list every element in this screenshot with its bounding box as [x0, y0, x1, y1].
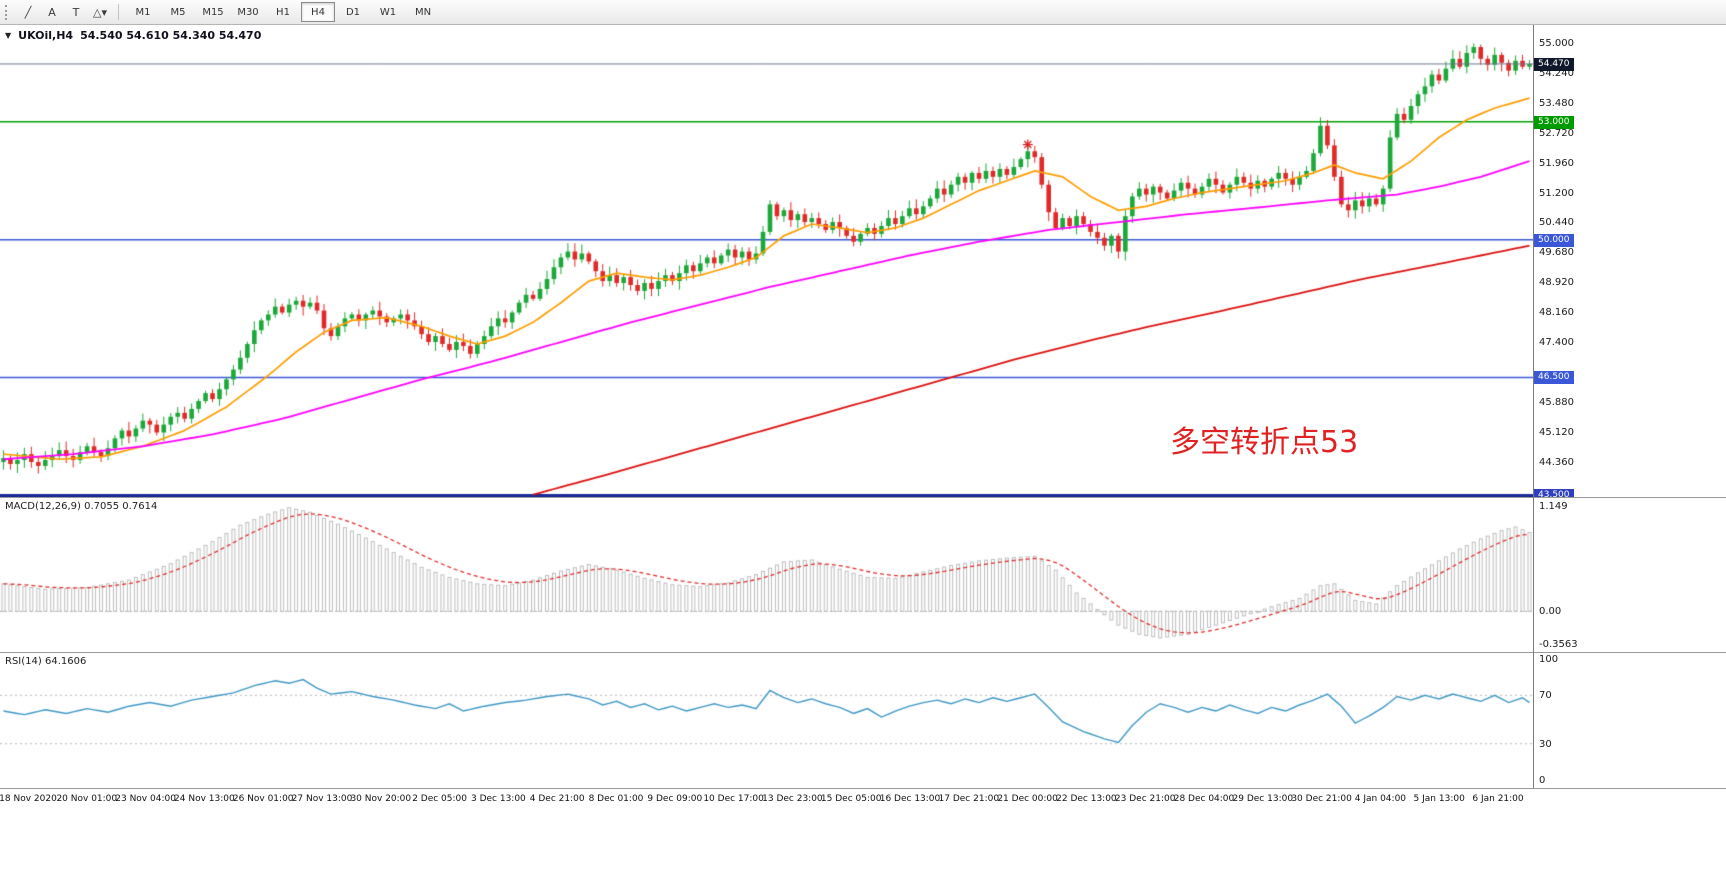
time-axis-label: 17 Dec 21:00	[938, 794, 1000, 804]
time-axis-label: 23 Nov 04:00	[115, 794, 176, 804]
price-axis-label: 53.480	[1539, 97, 1574, 109]
timeframe-buttons-group: M1 M5 M15 M30 H1 H4 D1 W1 MN	[126, 2, 440, 22]
price-level-tag: 53.000	[1534, 115, 1574, 129]
price-axis-label: 50.440	[1539, 217, 1574, 229]
macd-name: MACD(12,26,9)	[5, 501, 81, 512]
time-scale[interactable]: 18 Nov 2020 20 Nov 01:00 23 Nov 04:00 24 No…	[0, 789, 1726, 810]
price-axis-label: 44.360	[1539, 456, 1574, 468]
macd-axis-label: 0.00	[1539, 606, 1562, 618]
time-axis-label: 23 Dec 21:00	[1114, 794, 1176, 804]
chart-toolbar: ╱ A T △▾ M1 M5 M15 M30 H1 H4 D1 W1 MN	[0, 0, 1726, 25]
current-price-tag: 54.470	[1534, 57, 1574, 71]
time-axis-label: 9 Dec 09:00	[647, 794, 703, 804]
timeframe-button-MN[interactable]: MN	[414, 6, 432, 18]
time-axis-label: 21 Dec 00:00	[997, 794, 1058, 804]
rsi-value: 64.1606	[44, 656, 87, 667]
time-axis-separator	[0, 788, 1726, 789]
pane-separator[interactable]	[0, 652, 1726, 653]
time-axis-label: 22 Dec 13:00	[1056, 794, 1117, 804]
timeframe-button-M30[interactable]: M30	[237, 6, 259, 18]
time-axis-label: 10 Dec 17:00	[703, 794, 764, 804]
timeframe-button-D1[interactable]: D1	[345, 6, 361, 18]
time-axis-label: 30 Dec 21:00	[1291, 794, 1352, 804]
time-axis-label: 18 Nov 2020	[0, 794, 57, 804]
symbol-period-label: UKOil,H4	[18, 29, 74, 42]
time-axis-label: 24 Nov 13:00	[174, 794, 235, 804]
rsi-name: RSI(14)	[5, 656, 42, 667]
timeframe-button-W1[interactable]: W1	[379, 6, 397, 18]
price-axis-label: 51.200	[1539, 187, 1574, 199]
rsi-indicator-canvas[interactable]	[0, 653, 1533, 788]
price-axis-label: 47.400	[1539, 337, 1574, 349]
scale-divider	[1533, 25, 1534, 788]
macd-axis-label: 1.149	[1539, 501, 1568, 512]
time-axis-label: 15 Dec 05:00	[820, 794, 882, 804]
price-axis-label: 49.680	[1539, 247, 1574, 259]
time-axis-label: 8 Dec 01:00	[588, 794, 644, 804]
rsi-axis-label: 100	[1539, 654, 1559, 665]
price-axis-label: 52.720	[1539, 127, 1574, 139]
text-a-icon[interactable]: A	[48, 5, 56, 19]
timeframe-button-M15[interactable]: M15	[202, 6, 224, 18]
price-chart-canvas[interactable]	[0, 25, 1533, 497]
macd-scale[interactable]: 1.149 0.00 -0.3563	[1534, 498, 1726, 652]
drawing-tools-group: ╱ A T △▾	[17, 2, 111, 23]
time-axis-label: 13 Dec 23:00	[762, 794, 823, 804]
rsi-axis-label: 70	[1539, 690, 1552, 702]
pane-separator[interactable]	[0, 497, 1726, 498]
time-axis-label: 2 Dec 05:00	[412, 794, 467, 804]
time-axis-label: 5 Jan 13:00	[1413, 794, 1465, 804]
ohlc-values: 54.540 54.610 54.340 54.470	[80, 29, 262, 42]
timeframe-button-H1[interactable]: H1	[276, 6, 290, 18]
timeframe-button-M5[interactable]: M5	[170, 6, 186, 18]
rsi-scale[interactable]: 100 70 30 0	[1534, 653, 1726, 788]
price-axis-label: 55.000	[1539, 38, 1574, 50]
time-axis-label: 26 Nov 01:00	[232, 794, 294, 804]
chart-symbol-ohlc: ▼ UKOil,H4 54.540 54.610 54.340 54.470	[5, 29, 261, 42]
rsi-axis-label: 30	[1539, 738, 1552, 750]
rsi-axis-label: 0	[1539, 775, 1546, 786]
chart-dropdown-icon[interactable]: ▼	[5, 31, 12, 40]
text-t-icon[interactable]: T	[72, 5, 80, 19]
price-axis-label: 45.120	[1539, 426, 1574, 438]
chart-annotation-text: 多空转折点53	[1170, 425, 1359, 460]
price-axis-label: 45.880	[1539, 396, 1574, 408]
timeframe-button-H4[interactable]: H4	[301, 2, 335, 22]
time-axis-label: 6 Jan 21:00	[1472, 794, 1524, 804]
price-axis-label: 48.920	[1539, 277, 1574, 289]
price-level-tag: 46.500	[1534, 371, 1574, 385]
time-axis-label: 20 Nov 01:00	[56, 794, 118, 804]
price-axis-label: 51.960	[1539, 157, 1574, 169]
time-axis-label: 29 Dec 13:00	[1232, 794, 1294, 804]
shapes-dropdown-icon[interactable]: △▾	[93, 5, 107, 19]
price-scale[interactable]: 55.000 54.240 53.480 52.720 51.960 51.200 50.4…	[1534, 25, 1726, 503]
time-axis-label: 27 Nov 13:00	[291, 794, 353, 804]
timeframe-button-M1[interactable]: M1	[135, 6, 151, 18]
time-axis-label: 28 Dec 04:00	[1173, 794, 1235, 804]
crosshair-icon[interactable]: ╱	[24, 5, 32, 19]
toolbar-separator	[118, 4, 119, 20]
time-axis-label: 4 Dec 21:00	[529, 794, 585, 804]
time-axis-label: 16 Dec 13:00	[879, 794, 941, 804]
time-axis-label: 3 Dec 13:00	[470, 794, 526, 804]
price-axis-label: 54.240	[1539, 67, 1574, 79]
time-axis-label: 4 Jan 04:00	[1354, 794, 1407, 804]
price-level-tag: 50.000	[1534, 233, 1574, 247]
time-axis-label: 30 Nov 20:00	[350, 794, 412, 804]
macd-axis-label: -0.3563	[1539, 639, 1578, 650]
toolbar-drag-handle[interactable]	[5, 4, 10, 20]
rsi-label: RSI(14) 64.1606	[5, 656, 86, 667]
macd-indicator-canvas[interactable]	[0, 498, 1533, 652]
macd-values: 0.7055 0.7614	[84, 501, 158, 512]
price-axis-label: 48.160	[1539, 307, 1574, 319]
macd-label: MACD(12,26,9) 0.7055 0.7614	[5, 501, 157, 512]
